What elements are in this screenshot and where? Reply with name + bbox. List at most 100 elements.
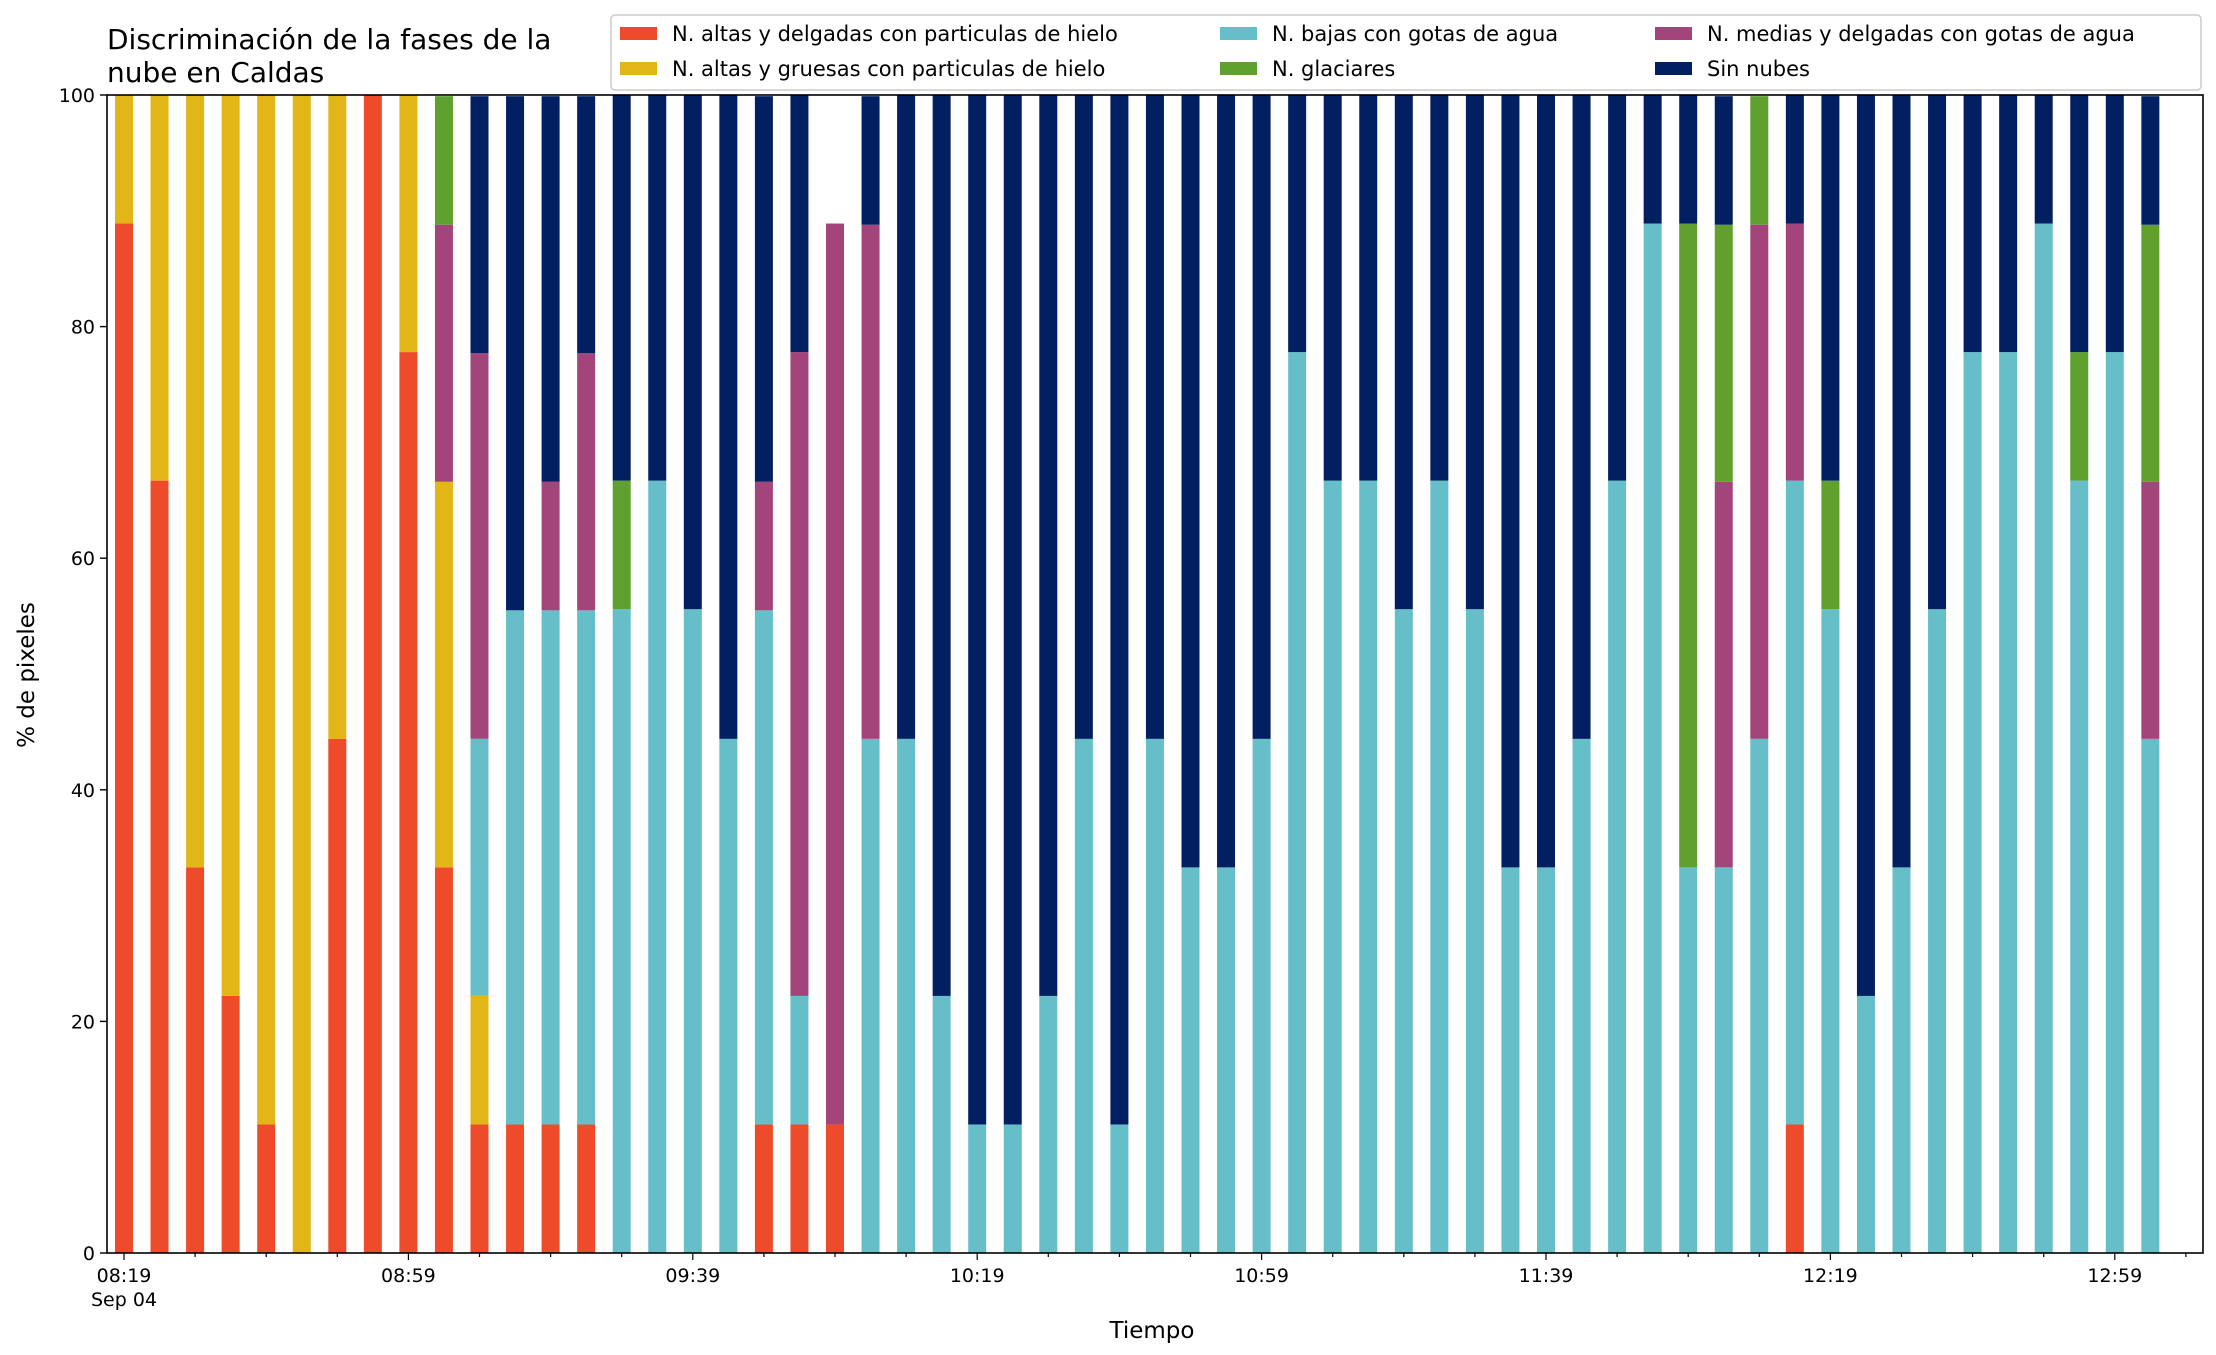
bar-segment-5-13	[577, 96, 596, 354]
bar-segment-2-52	[1963, 352, 1982, 1254]
legend-label-4: N. glaciares	[1272, 57, 1395, 81]
bar-segment-0-13	[577, 1124, 596, 1253]
bar-segment-5-34	[1323, 95, 1342, 481]
bar-segment-2-14	[612, 609, 631, 1253]
legend-swatch-0	[620, 27, 657, 40]
bar-segment-4-55	[2070, 352, 2089, 481]
bar-segment-2-41	[1572, 738, 1591, 1253]
chart-title-line-1: Discriminación de la fases de la	[107, 23, 551, 56]
bar-segment-5-26	[1039, 95, 1058, 996]
bar-segment-2-44	[1679, 867, 1698, 1253]
bar-segment-2-53	[1999, 352, 2018, 1254]
y-tick-label-4: 80	[71, 317, 95, 339]
bar-segment-4-44	[1679, 223, 1698, 868]
legend-swatch-4	[1220, 62, 1257, 75]
legend-swatch-5	[1655, 62, 1692, 75]
bar-segment-4-57	[2141, 224, 2160, 482]
bar-segment-5-24	[968, 95, 987, 1125]
bar-segment-2-39	[1501, 867, 1520, 1253]
y-tick-label-1: 20	[71, 1011, 95, 1033]
bar-segment-2-29	[1145, 738, 1164, 1253]
bar-segment-0-3	[221, 995, 240, 1253]
bar-segment-5-30	[1181, 95, 1200, 868]
bar-segment-2-18	[754, 610, 773, 1125]
y-axis-label: % de pixeles	[14, 602, 40, 748]
bar-segment-0-4	[257, 1124, 276, 1253]
bar-segment-5-21	[861, 96, 880, 225]
bar-segment-2-23	[932, 995, 951, 1253]
bar-segment-1-9	[434, 481, 453, 868]
x-tick-label-5: 11:39	[1519, 1265, 1574, 1287]
bar-segment-5-53	[1999, 95, 2018, 353]
bar-segment-2-45	[1714, 867, 1733, 1253]
bar-segment-0-11	[506, 1124, 525, 1253]
x-tick-label-6: 12:19	[1803, 1265, 1858, 1287]
bar-segment-3-9	[434, 224, 453, 482]
bar-segment-1-10	[470, 995, 489, 1125]
bar-segment-2-40	[1537, 867, 1555, 1253]
bar-segment-5-23	[932, 95, 951, 996]
bar-segment-5-44	[1679, 95, 1698, 224]
bar-segment-2-54	[2034, 223, 2053, 1253]
y-tick-label-5: 100	[59, 85, 95, 107]
bar-segment-5-29	[1145, 95, 1164, 739]
bar-segment-0-1	[150, 480, 169, 1253]
bar-segment-0-19	[790, 1124, 809, 1253]
bar-segment-2-38	[1465, 609, 1484, 1253]
bar-segment-5-52	[1963, 95, 1982, 353]
bar-segment-1-8	[399, 95, 418, 353]
bar-segment-2-55	[2070, 480, 2089, 1253]
bar-segment-2-49	[1856, 995, 1875, 1253]
chart-title: Discriminación de la fases de la nube en…	[107, 23, 560, 89]
bar-segment-2-56	[2105, 352, 2124, 1254]
bar-segment-5-16	[683, 95, 702, 610]
bar-segment-2-12	[541, 610, 560, 1125]
bar-segment-5-42	[1608, 95, 1627, 481]
x-tick-label-2: 09:39	[665, 1265, 720, 1287]
bar-segment-5-31	[1217, 95, 1236, 868]
legend-swatch-2	[1655, 27, 1692, 40]
y-tick-label-0: 0	[83, 1243, 95, 1265]
bar-segment-5-19	[790, 95, 809, 353]
bar-segment-0-18	[754, 1124, 773, 1253]
bar-segment-4-9	[434, 96, 453, 225]
bar-segment-2-37	[1430, 480, 1449, 1253]
bar-segment-2-34	[1323, 480, 1342, 1253]
bar-segment-4-45	[1714, 224, 1733, 482]
x-tick-label-4: 10:59	[1234, 1265, 1289, 1287]
bar-segment-2-13	[577, 610, 596, 1125]
bar-segment-2-33	[1288, 352, 1307, 1254]
bar-segment-5-55	[2070, 95, 2089, 353]
x-tick-label-3: 10:19	[950, 1265, 1005, 1287]
bar-segment-3-57	[2141, 481, 2160, 739]
bar-segment-5-49	[1856, 95, 1875, 996]
bar-segment-2-42	[1608, 480, 1627, 1253]
legend-swatch-1	[1220, 27, 1257, 40]
legend-swatch-3	[620, 62, 657, 75]
bar-segment-5-56	[2105, 95, 2124, 353]
legend: N. altas y delgadas con particulas de hi…	[610, 14, 2202, 91]
bar-segment-2-16	[683, 609, 702, 1253]
bar-segment-5-38	[1465, 95, 1484, 610]
bar-segment-2-21	[861, 738, 880, 1253]
bar-segment-5-14	[612, 95, 631, 481]
bar-segment-2-43	[1643, 223, 1662, 1253]
bar-segment-5-27	[1074, 95, 1093, 739]
legend-frame	[610, 14, 2202, 91]
bar-segment-5-18	[754, 96, 773, 482]
bar-segment-4-48	[1821, 480, 1840, 610]
bar-segment-2-24	[968, 1124, 987, 1253]
bar-segment-5-57	[2141, 96, 2160, 225]
bar-segment-2-11	[506, 610, 525, 1125]
bar-segment-2-19	[790, 995, 809, 1125]
bar-segment-2-32	[1252, 738, 1271, 1253]
bar-segment-0-0	[115, 223, 133, 1253]
bar-segment-5-41	[1572, 95, 1591, 739]
bar-segment-2-27	[1074, 738, 1093, 1253]
bar-segment-2-47	[1785, 480, 1804, 1125]
bar-segment-5-43	[1643, 95, 1662, 224]
bar-segment-3-10	[470, 353, 489, 739]
bar-segment-3-20	[826, 223, 844, 1125]
bar-segment-5-32	[1252, 95, 1271, 739]
legend-label-5: Sin nubes	[1707, 57, 1810, 81]
